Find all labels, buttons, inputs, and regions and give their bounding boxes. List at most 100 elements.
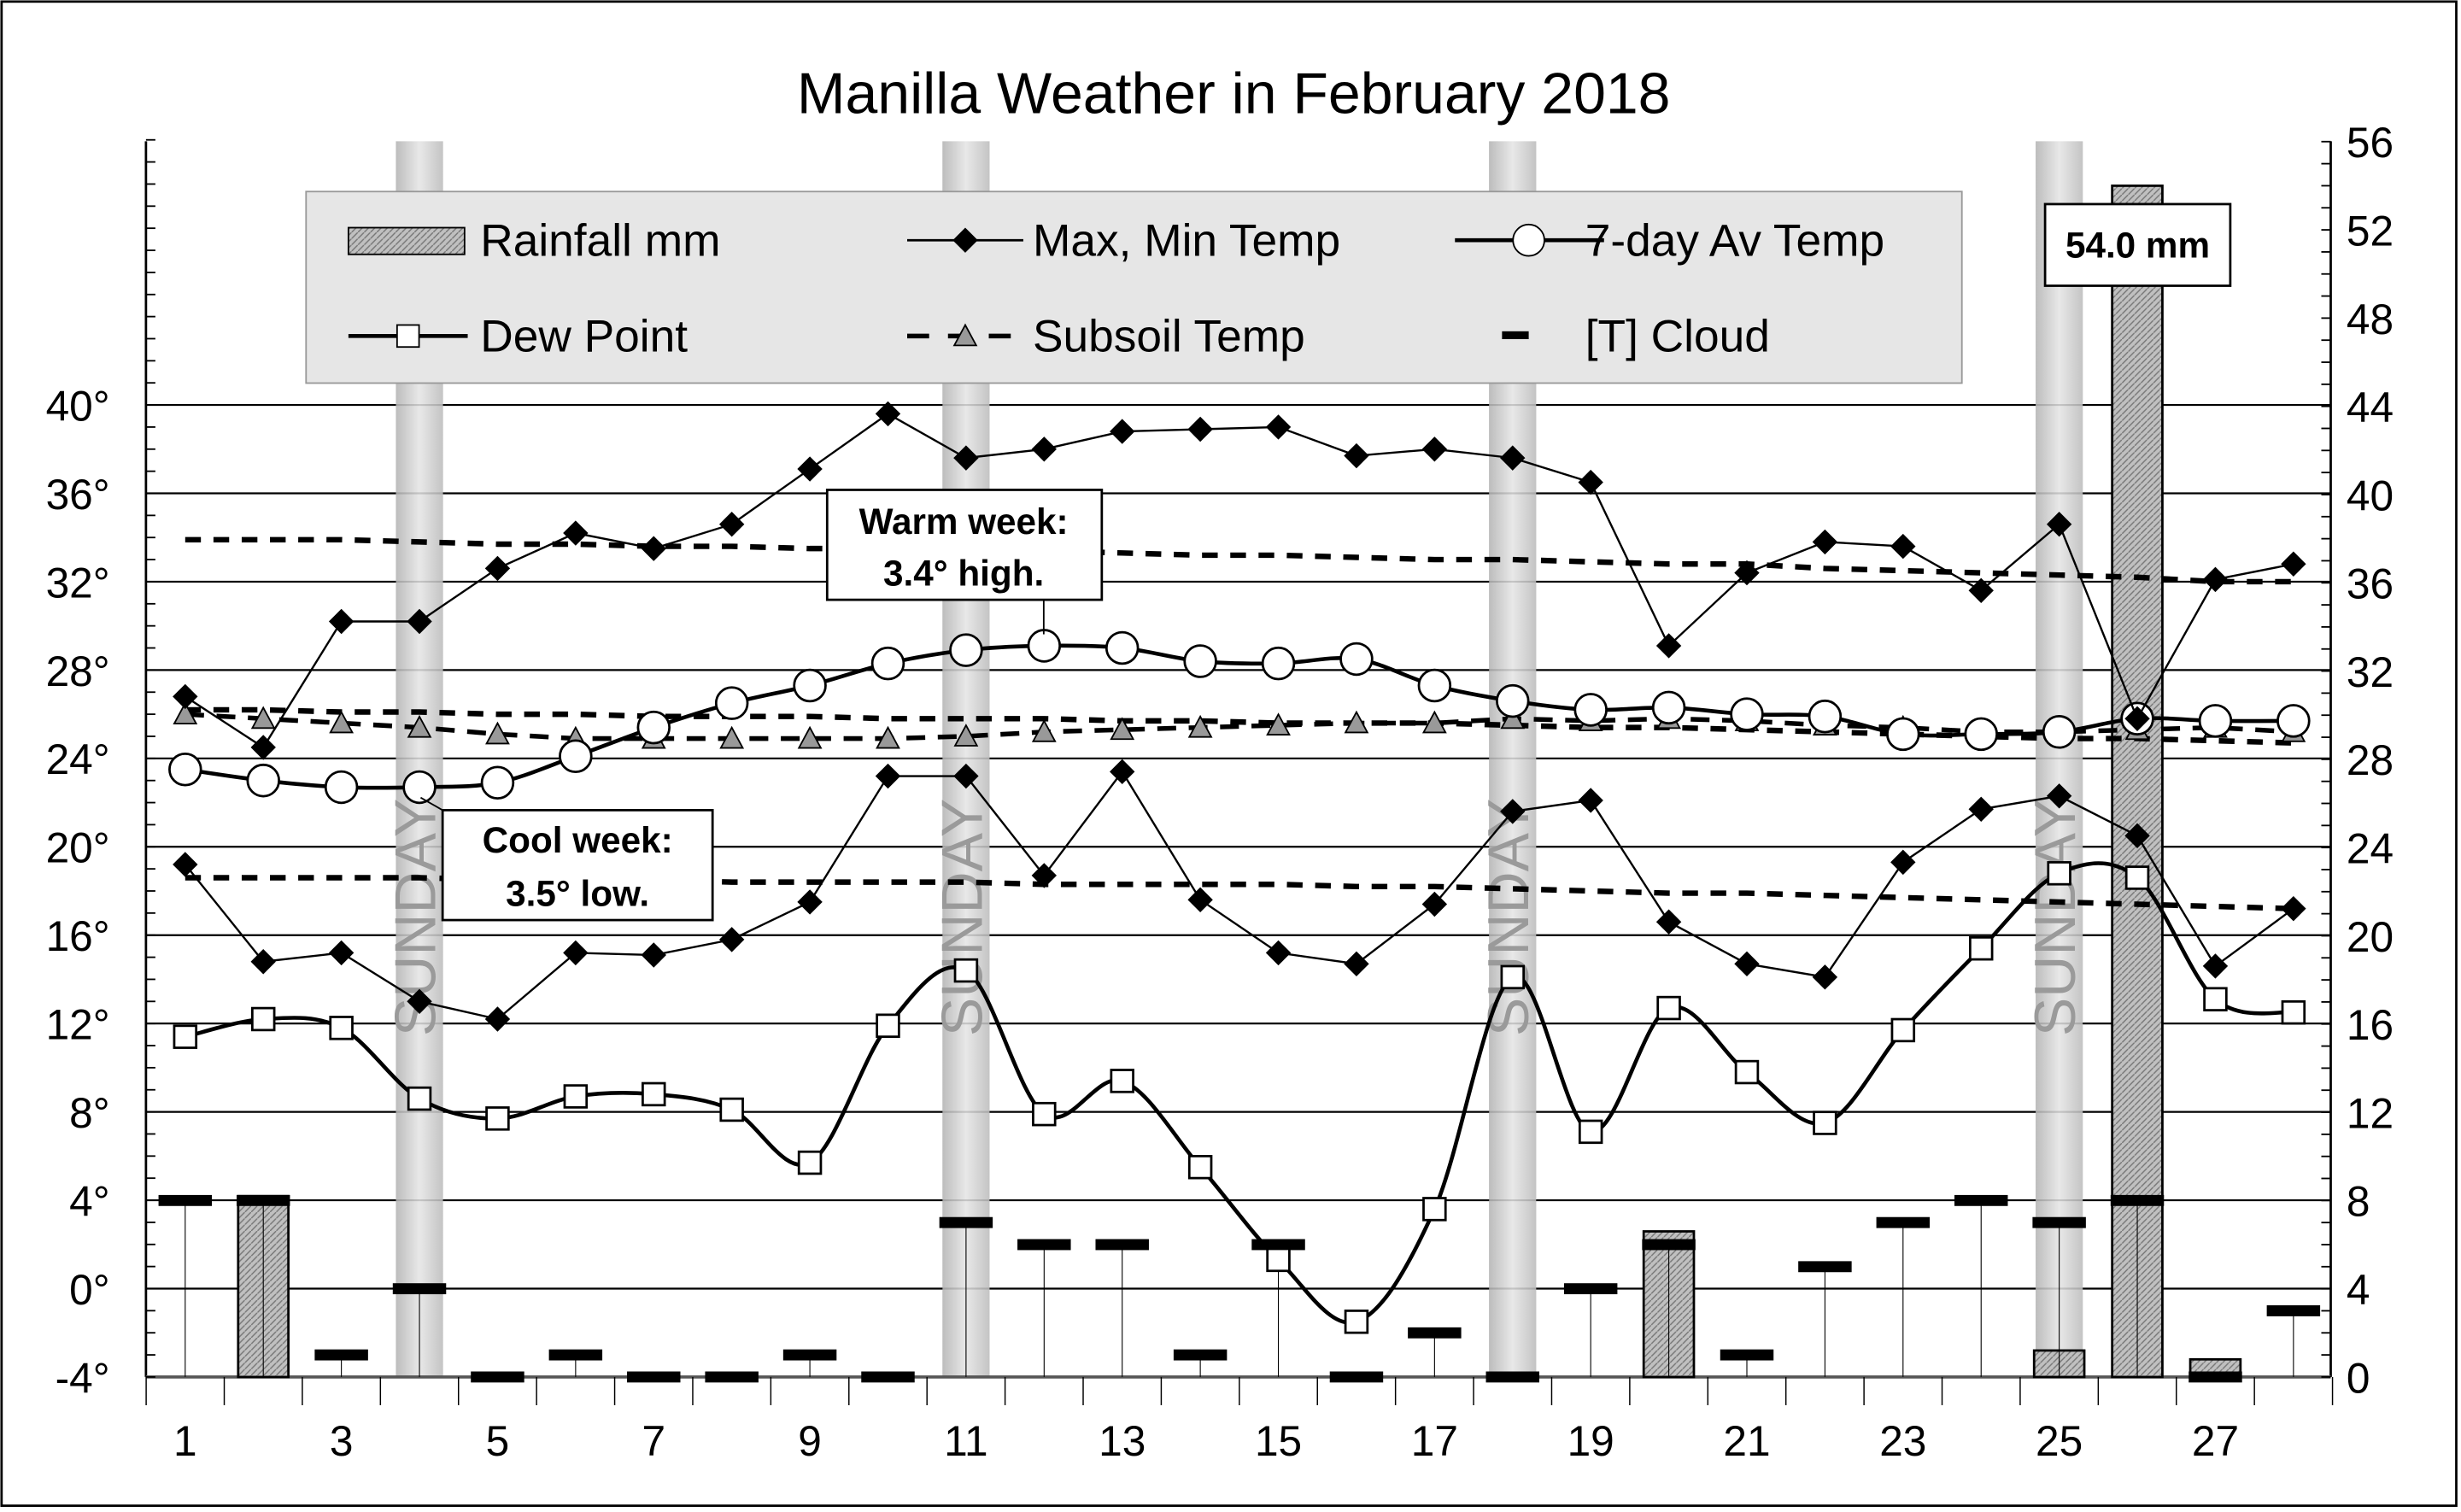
temp-marker	[1655, 909, 1682, 935]
cool-week-callout	[441, 809, 714, 922]
avg-temp-marker	[246, 763, 280, 798]
cloud-marker	[1173, 1349, 1228, 1361]
temp-marker	[953, 445, 979, 471]
x-tick-label: 5	[486, 1417, 510, 1465]
x-tick-label: 21	[1723, 1417, 1770, 1465]
avg-temp-marker	[636, 710, 671, 745]
y-left-tick-label: 36°	[46, 471, 110, 519]
dew-point-marker	[1500, 964, 1526, 990]
subsoil-marker	[1266, 712, 1291, 735]
x-tick-label: 25	[2036, 1417, 2083, 1465]
subsoil-marker	[1031, 718, 1057, 742]
x-tick-label: 27	[2192, 1417, 2239, 1465]
avg-temp-marker	[559, 739, 593, 774]
legend-circle-icon	[1512, 223, 1545, 257]
temp-marker	[718, 927, 745, 952]
temp-marker	[563, 520, 589, 546]
subsoil-marker	[329, 710, 355, 734]
legend-cloud-icon	[1502, 331, 1529, 340]
x-tick-label: 13	[1099, 1417, 1146, 1465]
y-right-tick-label: 48	[2347, 296, 2394, 343]
temp-marker	[2281, 895, 2306, 922]
temp-marker	[1890, 849, 1916, 876]
dew-point-marker	[1656, 995, 1681, 1021]
legend-label: Subsoil Temp	[1033, 312, 1305, 362]
cloud-marker	[1017, 1239, 1071, 1251]
temp-marker	[1110, 759, 1135, 785]
sunday-label: SUNDAY	[2023, 799, 2088, 1036]
dew-point-marker	[1578, 1119, 1603, 1145]
y-left-tick-label: 28°	[46, 648, 110, 695]
legend-label: 7-day Av Temp	[1585, 216, 1884, 267]
y-right-tick-label: 4	[2347, 1266, 2370, 1314]
x-tick-label: 1	[173, 1417, 197, 1465]
x-tick-label: 9	[798, 1417, 822, 1465]
avg-temp-marker	[793, 668, 827, 703]
legend-rainfall-swatch	[347, 226, 466, 255]
dew-point-marker	[1422, 1197, 1447, 1222]
subsoil-marker	[173, 701, 198, 725]
y-right-tick-label: 36	[2347, 560, 2394, 608]
subsoil-marker	[1344, 710, 1369, 734]
y-right-tick-label: 20	[2347, 913, 2394, 961]
temp-marker	[1578, 469, 1603, 495]
y-left-tick-label: 32°	[46, 559, 110, 607]
avg-temp-marker	[2276, 704, 2311, 738]
dew-point-marker	[1344, 1310, 1369, 1334]
avg-temp-marker	[949, 633, 983, 667]
cloud-marker	[392, 1283, 447, 1295]
dew-point-marker	[1266, 1247, 1291, 1273]
legend-square-icon	[396, 324, 420, 349]
dew-point-marker	[1110, 1069, 1134, 1093]
y-left-tick-label: 8°	[69, 1089, 109, 1137]
y-left-tick-label: 40°	[46, 382, 110, 430]
cloud-marker	[939, 1216, 993, 1228]
cloud-marker	[314, 1349, 368, 1361]
temp-marker	[797, 889, 823, 915]
x-tick-label: 7	[642, 1417, 665, 1465]
temp-marker	[875, 401, 901, 427]
temp-marker	[1734, 951, 1760, 977]
y-left-tick-label: 4°	[69, 1177, 109, 1225]
temp-marker	[1421, 891, 1448, 917]
cloud-marker	[1408, 1327, 1462, 1339]
cloud-marker	[2110, 1194, 2165, 1206]
dew-point-marker	[1813, 1111, 1837, 1135]
y-left-tick-label: 24°	[46, 735, 110, 783]
cool-week-text: Cool week:	[483, 820, 673, 860]
dew-point-marker	[1032, 1101, 1057, 1127]
min-temp-line	[184, 770, 2294, 1021]
callout-pointer	[419, 796, 443, 812]
dew-point-marker	[953, 958, 979, 983]
temp-marker	[953, 763, 979, 789]
x-tick-label: 23	[1879, 1417, 1926, 1465]
x-tick-label: 3	[330, 1417, 354, 1465]
cloud-marker	[2189, 1371, 2242, 1383]
avg-temp-marker	[1964, 717, 1998, 752]
dew-point-marker	[797, 1150, 823, 1175]
avg-temp-marker	[402, 770, 437, 805]
cloud-marker	[627, 1371, 681, 1383]
avg-temp-marker	[1573, 693, 1608, 727]
x-tick-label: 15	[1255, 1417, 1302, 1465]
avg-temp-marker	[2042, 715, 2077, 749]
dew-point-marker	[1734, 1059, 1760, 1085]
chart-title: Manilla Weather in February 2018	[797, 61, 1671, 126]
temp-marker	[1187, 416, 1213, 442]
y-left-tick-label: 16°	[46, 912, 110, 960]
x-tick-label: 19	[1567, 1417, 1614, 1465]
legend	[305, 190, 1963, 384]
dew-point-marker	[2124, 865, 2150, 890]
temp-marker	[1344, 442, 1369, 469]
avg-temp-marker	[1651, 690, 1686, 725]
y-right-tick-label: 8	[2347, 1178, 2370, 1226]
legend-label: Dew Point	[480, 312, 688, 362]
avg-temp-marker	[1417, 668, 1452, 703]
cloud-marker	[1642, 1239, 1696, 1251]
avg-temp-marker	[1183, 644, 1217, 678]
sunday-band-overlay	[2036, 141, 2083, 1377]
temp-marker	[1031, 437, 1058, 462]
sunday-label: SUNDAY	[1476, 799, 1541, 1036]
temp-marker	[797, 456, 823, 482]
